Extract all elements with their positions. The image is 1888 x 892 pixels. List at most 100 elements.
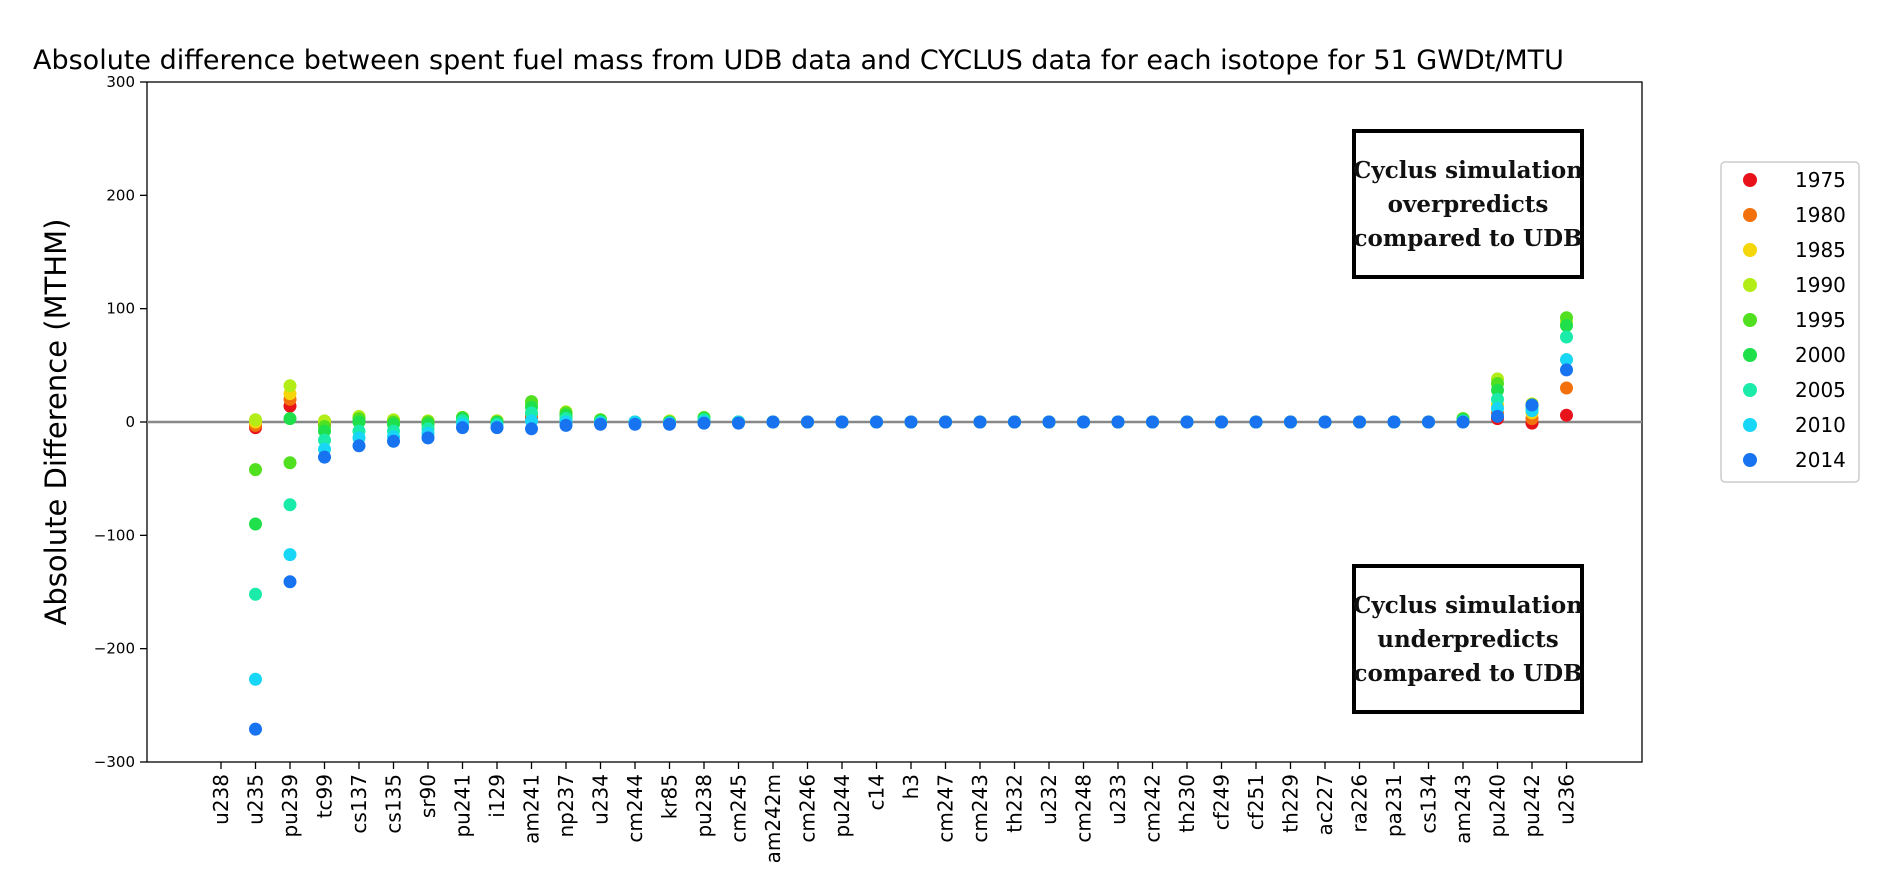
point-2010-u235: [249, 672, 262, 686]
y-tick-label: −300: [94, 753, 135, 771]
point-2014-cf249: [1215, 415, 1228, 429]
legend-label-2014: 2014: [1795, 448, 1846, 472]
annotation-overpredicts-line-3: compared to UDB: [1354, 225, 1583, 252]
legend-marker-2005: [1743, 383, 1757, 397]
point-2014-cm244: [628, 417, 642, 431]
y-axis: 300 200 100 0 −100 −200 −300: [94, 73, 147, 771]
point-2014-pu240: [1491, 409, 1504, 423]
point-1990-u235: [249, 413, 262, 427]
legend-marker-1990: [1743, 278, 1757, 292]
annotation-underpredicts-line-3: compared to UDB: [1354, 660, 1583, 687]
point-2014-pu241: [456, 421, 469, 435]
x-tick-label-tc99: tc99: [313, 774, 337, 818]
legend: 1975 1980 1985 1990 1995 2000 2005 2010 2014: [1720, 161, 1860, 483]
annotation-overpredicts-line-2: overpredicts: [1388, 191, 1549, 218]
point-1995-u235: [249, 463, 262, 477]
annotation-underpredicts-line-2: underpredicts: [1377, 626, 1559, 653]
point-2005-pu239: [283, 498, 297, 512]
point-2014-am243: [1456, 415, 1470, 429]
legend-marker-1985: [1743, 243, 1757, 257]
x-tick-label-cm246: cm246: [796, 774, 820, 843]
x-tick-label-th229: th229: [1279, 774, 1303, 833]
x-tick-label-th232: th232: [1003, 774, 1027, 833]
legend-marker-1995: [1743, 313, 1757, 327]
point-2014-cf251: [1249, 415, 1263, 429]
point-2014-u233: [1111, 415, 1125, 429]
x-tick-label-u236: u236: [1555, 774, 1579, 825]
x-tick-label-u233: u233: [1106, 774, 1130, 825]
x-axis: u238 u235 pu239 tc99 cs137 cs135 sr90 pu241 i129…: [209, 762, 1579, 863]
point-2014-np237: [559, 418, 573, 432]
chart-title: Absolute difference between spent fuel m…: [33, 45, 1564, 76]
point-2014-am241: [525, 422, 538, 436]
x-tick-label-u234: u234: [589, 774, 613, 825]
point-2014-i129: [490, 421, 504, 435]
point-2000-pu239: [283, 412, 297, 426]
point-2000-pu240: [1491, 383, 1504, 397]
point-2014-th232: [1008, 415, 1021, 429]
x-tick-label-pu239: pu239: [278, 774, 302, 838]
x-tick-label-am243: am243: [1451, 774, 1475, 844]
point-2000-tc99: [318, 424, 331, 438]
point-2014-th229: [1284, 415, 1297, 429]
x-tick-label-cm242: cm242: [1141, 774, 1165, 843]
legend-label-2010: 2010: [1795, 413, 1846, 437]
point-2010-pu239: [283, 548, 297, 562]
point-2014-pa231: [1387, 415, 1401, 429]
point-2014-u232: [1042, 415, 1056, 429]
x-tick-label-pu242: pu242: [1520, 774, 1544, 838]
x-tick-label-u238: u238: [209, 774, 233, 825]
point-2014-pu239: [283, 575, 297, 589]
annotation-overpredicts: Cyclus simulation overpredicts compared …: [1352, 129, 1584, 279]
annotation-overpredicts-line-1: Cyclus simulation: [1353, 157, 1583, 184]
annotation-overpredicts-box: [1352, 129, 1584, 279]
legend-label-2000: 2000: [1795, 343, 1846, 367]
point-2014-c14: [870, 415, 883, 429]
legend-label-1975: 1975: [1795, 168, 1846, 192]
point-2014-ra226: [1353, 415, 1366, 429]
x-tick-label-pu238: pu238: [692, 774, 716, 838]
legend-label-1980: 1980: [1795, 203, 1846, 227]
x-tick-label-pu240: pu240: [1486, 774, 1510, 838]
point-2014-cm243: [973, 415, 987, 429]
point-2014-u234: [594, 417, 607, 431]
x-tick-label-cm248: cm248: [1072, 774, 1096, 843]
point-2014-pu238: [697, 416, 711, 430]
point-2014-h3: [904, 415, 918, 429]
point-2000-u235: [249, 517, 262, 531]
legend-label-2005: 2005: [1795, 378, 1846, 402]
x-tick-label-cm243: cm243: [968, 774, 992, 843]
x-tick-label-np237: np237: [554, 774, 578, 838]
point-2014-sr90: [421, 431, 435, 445]
point-2005-u236: [1560, 330, 1573, 344]
point-2014-kr85: [663, 417, 676, 431]
annotation-underpredicts-box: [1352, 564, 1584, 714]
legend-frame: [1720, 161, 1860, 483]
x-tick-label-kr85: kr85: [658, 774, 682, 819]
x-tick-label-th230: th230: [1175, 774, 1199, 833]
point-2014-cs137: [352, 439, 366, 453]
point-2014-cs135: [387, 434, 400, 448]
point-2014-cm245: [732, 416, 745, 430]
x-tick-label-u232: u232: [1037, 774, 1061, 825]
point-2014-pu242: [1525, 398, 1539, 412]
legend-marker-2000: [1743, 348, 1757, 362]
x-tick-label-cf251: cf251: [1244, 774, 1268, 830]
x-tick-label-am241: am241: [520, 774, 544, 844]
data-points: [249, 311, 1573, 736]
point-1990-pu239: [283, 379, 297, 393]
legend-marker-1975: [1743, 173, 1757, 187]
point-2014-u235: [249, 722, 262, 736]
point-2014-u236: [1560, 363, 1573, 377]
point-2014-ac227: [1318, 415, 1332, 429]
annotation-underpredicts-line-1: Cyclus simulation: [1353, 592, 1583, 619]
x-tick-label-cs134: cs134: [1417, 774, 1441, 834]
x-tick-label-ac227: ac227: [1313, 774, 1337, 835]
legend-marker-2010: [1743, 418, 1757, 432]
point-2014-tc99: [318, 450, 331, 464]
point-2014-cs134: [1422, 415, 1435, 429]
y-tick-label: −200: [94, 640, 135, 658]
x-tick-label-h3: h3: [899, 774, 923, 799]
point-2010-u236: [1560, 353, 1573, 367]
